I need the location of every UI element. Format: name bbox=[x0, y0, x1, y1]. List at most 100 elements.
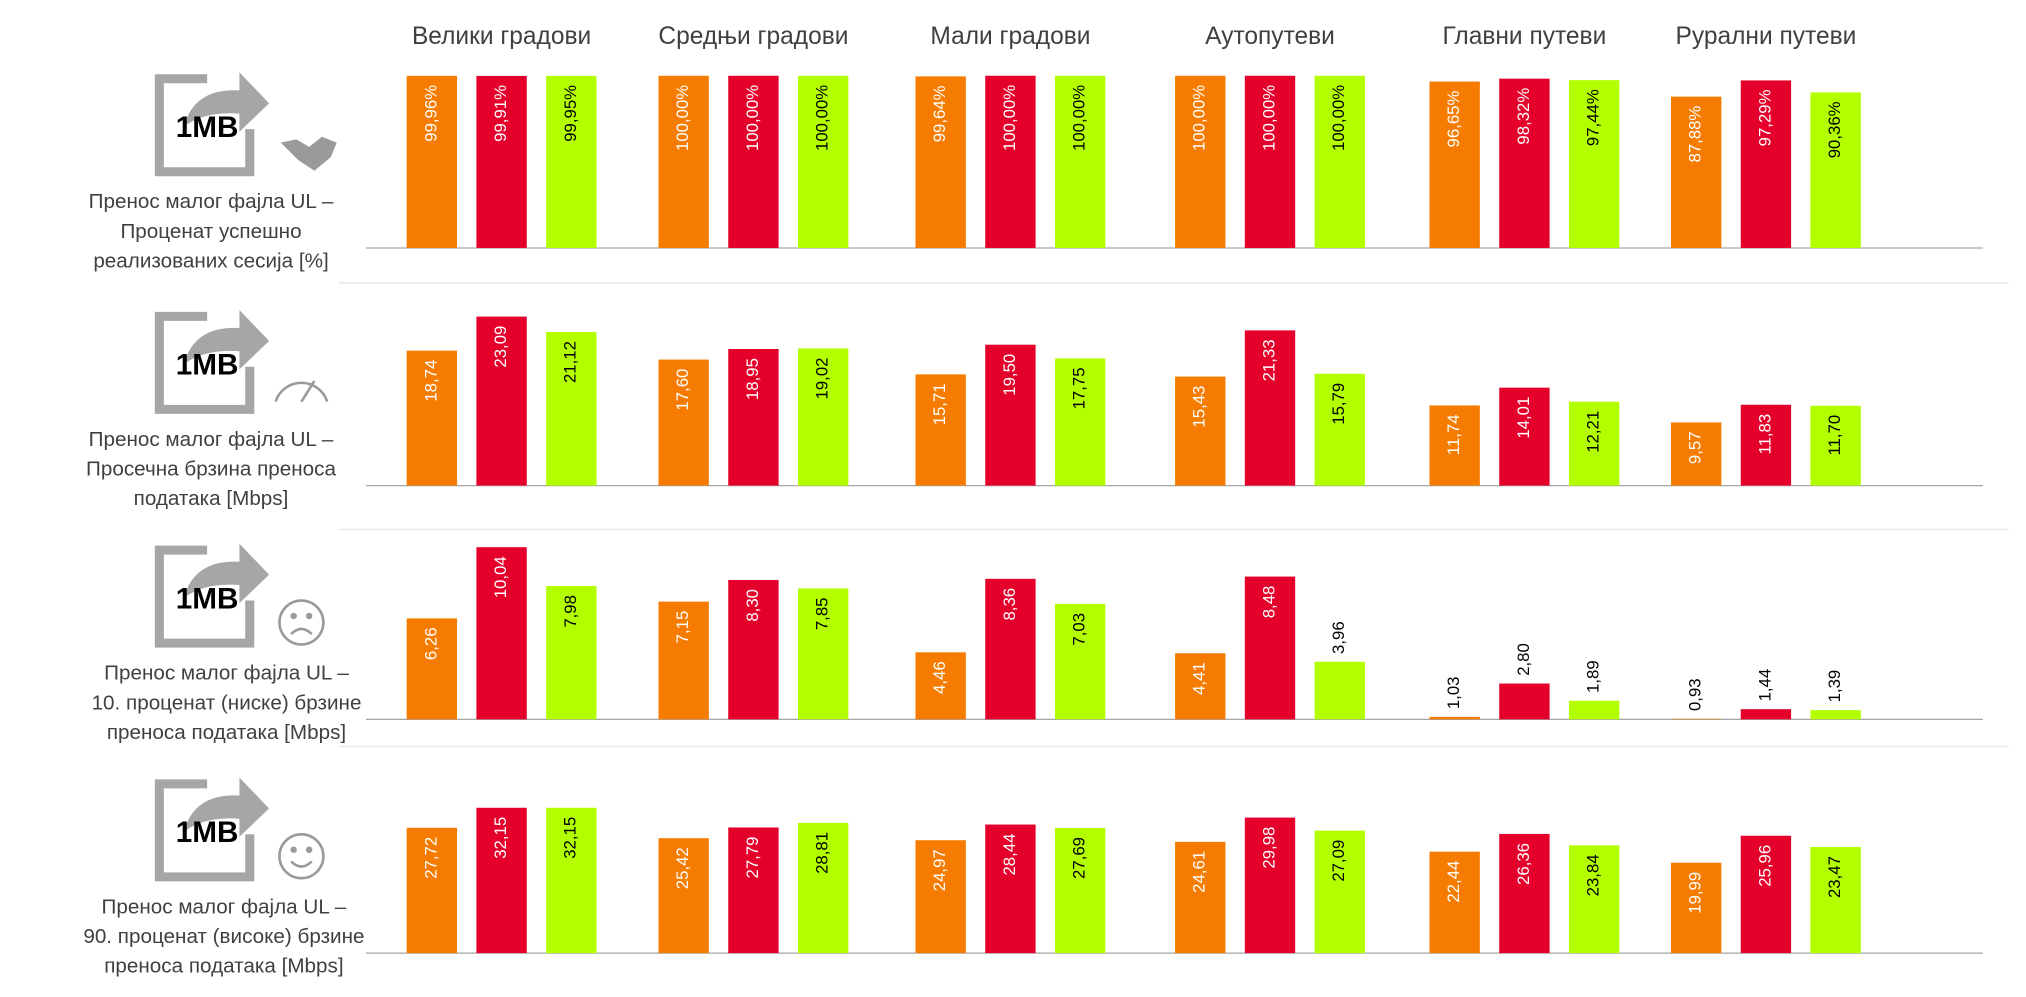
value-label: 97,44% bbox=[1584, 89, 1603, 146]
bar bbox=[406, 350, 458, 486]
panel-title: 10. проценат (ниске) брзине bbox=[92, 691, 362, 714]
icon-arrow bbox=[183, 309, 270, 370]
mouth bbox=[290, 627, 313, 636]
eye bbox=[290, 612, 297, 620]
icon-box bbox=[154, 74, 255, 177]
value-label: 100,00% bbox=[743, 85, 762, 151]
icon-box bbox=[154, 545, 255, 648]
bar bbox=[1244, 330, 1296, 486]
bar bbox=[1670, 862, 1722, 954]
panel-title: података [Mbps] bbox=[134, 487, 289, 510]
value-label: 11,74 bbox=[1444, 414, 1463, 455]
bar bbox=[1670, 718, 1722, 720]
bar bbox=[546, 807, 597, 954]
icon-label: 1MB bbox=[176, 349, 239, 382]
value-label: 7,15 bbox=[673, 611, 692, 644]
bar bbox=[1568, 845, 1620, 954]
icon-smile bbox=[278, 832, 325, 880]
bar bbox=[406, 827, 458, 954]
value-label: 21,12 bbox=[561, 341, 580, 383]
gauge-needle bbox=[300, 380, 316, 403]
value-label: 17,75 bbox=[1070, 367, 1089, 409]
bar bbox=[797, 822, 849, 954]
panel-title: Пренос малог фајла UL – bbox=[89, 190, 334, 213]
panel-title: Проценат успешно bbox=[120, 220, 301, 243]
value-label: 100,00% bbox=[813, 85, 832, 151]
value-label: 15,71 bbox=[930, 383, 949, 425]
icon-label: 1MB bbox=[176, 582, 239, 615]
bar bbox=[1429, 851, 1480, 954]
value-label: 23,47 bbox=[1825, 856, 1844, 898]
bar bbox=[1810, 847, 1861, 954]
bar bbox=[728, 349, 779, 486]
bar bbox=[658, 838, 709, 954]
bar bbox=[915, 76, 966, 248]
bar bbox=[546, 75, 597, 248]
value-label: 100,00% bbox=[1190, 85, 1209, 151]
bar bbox=[1429, 405, 1480, 486]
bar bbox=[797, 348, 849, 486]
bar bbox=[1740, 404, 1792, 486]
value-label: 100,00% bbox=[673, 85, 692, 151]
category-label: Средњи градови bbox=[658, 23, 848, 50]
value-label: 7,85 bbox=[813, 597, 832, 630]
value-label: 2,80 bbox=[1514, 643, 1533, 676]
bar bbox=[476, 547, 527, 720]
bar bbox=[985, 344, 1036, 486]
value-label: 0,93 bbox=[1686, 678, 1705, 711]
bar bbox=[1244, 817, 1296, 954]
value-label: 99,91% bbox=[491, 85, 510, 142]
value-label: 19,02 bbox=[813, 357, 832, 399]
bar bbox=[1810, 92, 1861, 248]
bar bbox=[1810, 710, 1861, 720]
bar bbox=[1670, 96, 1722, 248]
icon-arrow bbox=[183, 72, 270, 132]
value-label: 8,36 bbox=[1000, 588, 1019, 621]
bar bbox=[1175, 75, 1226, 248]
value-label: 100,00% bbox=[1259, 85, 1278, 151]
bar bbox=[1314, 830, 1365, 954]
value-label: 1,89 bbox=[1584, 660, 1603, 693]
value-label: 17,60 bbox=[673, 369, 692, 411]
bar bbox=[1429, 81, 1480, 248]
value-label: 19,50 bbox=[1000, 354, 1019, 396]
mouth bbox=[290, 860, 313, 868]
value-label: 14,01 bbox=[1514, 397, 1533, 439]
value-label: 12,21 bbox=[1584, 411, 1603, 453]
bar bbox=[1568, 700, 1620, 720]
bar bbox=[1499, 683, 1550, 720]
value-label: 8,48 bbox=[1259, 586, 1278, 619]
bar bbox=[1244, 576, 1296, 720]
bar bbox=[728, 579, 779, 720]
panel-title: Пренос малог фајла UL – bbox=[102, 895, 347, 918]
panel-title: преноса података [Mbps] bbox=[107, 721, 346, 744]
category-label: Велики градови bbox=[412, 23, 591, 50]
icon-handshake bbox=[280, 136, 337, 171]
bar bbox=[658, 601, 709, 720]
value-label: 1,03 bbox=[1444, 677, 1463, 710]
panel-title: преноса података [Mbps] bbox=[104, 955, 343, 978]
bar bbox=[1314, 661, 1365, 720]
panel-title: Просечна брзина преноса bbox=[86, 458, 336, 481]
value-label: 7,03 bbox=[1070, 613, 1089, 646]
face bbox=[278, 832, 325, 880]
value-label: 22,44 bbox=[1444, 861, 1463, 903]
value-label: 100,00% bbox=[1070, 85, 1089, 151]
bar bbox=[406, 75, 458, 248]
value-label: 24,61 bbox=[1190, 851, 1209, 893]
bar bbox=[1244, 75, 1296, 248]
bar bbox=[1568, 401, 1620, 486]
value-label: 21,33 bbox=[1259, 339, 1278, 381]
bar bbox=[1314, 75, 1365, 248]
icon-box bbox=[154, 311, 255, 414]
bar bbox=[1810, 405, 1861, 486]
bar bbox=[728, 75, 779, 248]
bar bbox=[1740, 709, 1792, 720]
value-label: 6,26 bbox=[421, 627, 440, 660]
value-label: 11,83 bbox=[1755, 414, 1774, 455]
bar bbox=[476, 807, 527, 954]
bar bbox=[1499, 387, 1550, 486]
bar bbox=[915, 840, 966, 954]
value-label: 25,42 bbox=[673, 847, 692, 889]
